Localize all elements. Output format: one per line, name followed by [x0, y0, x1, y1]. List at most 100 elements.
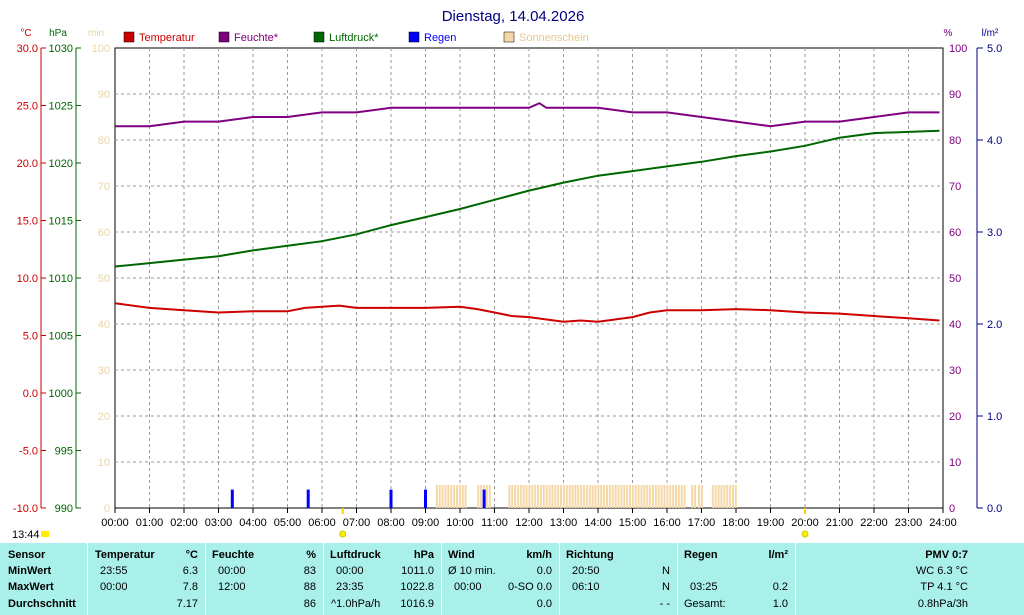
humidity-max: 88 [303, 581, 316, 593]
direction-min: N [662, 565, 670, 577]
x-axis: 00:00 01:00 02:00 03:00 04:00 05:00 06:00 07:00… [101, 508, 957, 538]
direction-header: Richtung [566, 549, 614, 561]
x-tick-label: 23:00 [895, 517, 923, 529]
sunshine-bar [734, 485, 737, 508]
sunshine-bar [606, 485, 609, 508]
wind-header: Wind [448, 549, 475, 561]
y-tick-label: 0 [949, 503, 955, 515]
sunshine-bar [631, 485, 634, 508]
x-tick-label: 12:00 [515, 517, 543, 529]
sunshine-bar [485, 485, 488, 508]
y-tick-label: 30.0 [17, 43, 38, 55]
sunshine-bar [717, 485, 720, 508]
sunshine-bar [608, 485, 611, 508]
rain-bar [424, 489, 427, 508]
x-tick-label: 00:00 [101, 517, 129, 529]
y-tick-label: 40 [98, 319, 110, 331]
sunshine-bar [629, 485, 632, 508]
sunshine-bar [519, 485, 522, 508]
x-tick-label: 07:00 [343, 517, 371, 529]
rain-series [230, 489, 486, 508]
y-tick-label: 70 [949, 181, 961, 193]
sunshine-bar [677, 485, 680, 508]
sunshine-bar [649, 485, 652, 508]
y-tick-label: 1005 [49, 331, 73, 343]
line-series [114, 102, 940, 323]
sun-marker-dot [801, 530, 809, 538]
humidity-unit: % [306, 549, 316, 561]
legend: Temperatur Feuchte* Luftdruck* Regen Sonnens… [123, 31, 589, 44]
legend-label: Sonnenschein [519, 32, 589, 44]
series-line-luftdruck [114, 129, 940, 268]
sunshine-bar [438, 485, 441, 508]
temperature-max-time: 00:00 [100, 581, 128, 593]
max-label: MaxWert [8, 581, 54, 593]
pressure-min-time: 00:00 [336, 565, 364, 577]
temperature-min: 6.3 [182, 565, 198, 577]
y-tick-label: 1030 [49, 43, 73, 55]
sunshine-bar [620, 485, 623, 508]
sunshine-bar [435, 485, 438, 508]
y-tick-label: 1.0 [987, 411, 1002, 423]
sunshine-bar [672, 485, 675, 508]
sunshine-bar [597, 485, 600, 508]
sunshine-bar [711, 485, 714, 508]
x-tick-label: 01:00 [136, 517, 164, 529]
sunshine-bar [600, 485, 603, 508]
sunshine-bar [455, 485, 458, 508]
avg-label: Durchschnitt [8, 598, 76, 610]
sunshine-bar [548, 485, 551, 508]
rain-max: 0.2 [772, 581, 788, 593]
sunshine-bar [574, 485, 577, 508]
y-tick-label: 20.0 [17, 158, 38, 170]
sunshine-bar [565, 485, 568, 508]
legend-swatch [503, 31, 515, 43]
sunshine-series [435, 485, 737, 508]
x-tick-label: 21:00 [826, 517, 854, 529]
x-tick-label: 13:00 [550, 517, 578, 529]
sunshine-bar [508, 485, 511, 508]
sunshine-bar [477, 485, 480, 508]
x-tick-label: 17:00 [688, 517, 716, 529]
y-tick-label: 2.0 [987, 319, 1002, 331]
x-tick-label: 09:00 [412, 517, 440, 529]
chart-title: Dienstag, 14.04.2026 [442, 8, 585, 25]
wind-max-time: 00:00 [454, 581, 482, 593]
y-tick-label: 80 [949, 135, 961, 147]
sunshine-bar [683, 485, 686, 508]
y-tick-label: 1025 [49, 101, 73, 113]
sunshine-bar [731, 485, 734, 508]
y-tick-label: 0.0 [23, 388, 38, 400]
series-line-feuchte [115, 102, 940, 128]
y-tick-label: 30 [949, 365, 961, 377]
y-tick-label: 40 [949, 319, 961, 331]
sunshine-bar [723, 485, 726, 508]
y-tick-label: 10.0 [17, 273, 38, 285]
sunshine-bar [691, 485, 694, 508]
y-tick-label: 100 [92, 43, 110, 55]
sunshine-bar [562, 485, 565, 508]
sunshine-bar [623, 485, 626, 508]
legend-swatch [218, 31, 230, 43]
x-tick-label: 05:00 [274, 517, 302, 529]
pressure-trend: ^1.0hPa/h [331, 598, 381, 610]
pressure-avg: 1016.9 [400, 598, 434, 610]
sunshine-bar [640, 485, 643, 508]
wind-min-label: Ø 10 min. [448, 565, 496, 577]
y-tick-label: 10 [98, 457, 110, 469]
sunshine-bar [516, 485, 519, 508]
y-axes: 30.025.020.015.010.05.00.0-5.0-10.010301… [13, 43, 1002, 515]
sunshine-bar [637, 485, 640, 508]
y-tick-label: 4.0 [987, 135, 1002, 147]
y-tick-label: 90 [949, 89, 961, 101]
sunshine-bar [657, 485, 660, 508]
humidity-min-time: 00:00 [218, 565, 246, 577]
axis-unit: °C [20, 28, 31, 39]
sunshine-bar [525, 485, 528, 508]
weather-chart: Dienstag, 14.04.2026 Temperatur Feuchte* L… [12, 8, 1002, 541]
y-tick-label: 20 [98, 411, 110, 423]
pressure-trend-3h: 0.8hPa/3h [917, 598, 968, 610]
sunshine-bar [617, 485, 620, 508]
sunshine-bar [461, 485, 464, 508]
sunshine-bar [444, 485, 447, 508]
